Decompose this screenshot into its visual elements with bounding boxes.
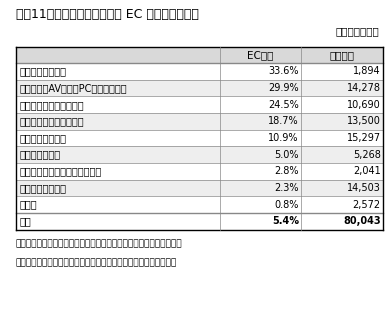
Text: 0.8%: 0.8% bbox=[274, 200, 299, 210]
Text: 書籍・映像・音楽ソフト: 書籍・映像・音楽ソフト bbox=[20, 100, 84, 110]
Text: 市場規模: 市場規模 bbox=[330, 50, 355, 60]
Text: 2.8%: 2.8% bbox=[274, 166, 299, 176]
Text: 自動車・自動二輪車・パーツ等: 自動車・自動二輪車・パーツ等 bbox=[20, 166, 102, 176]
Text: 15,297: 15,297 bbox=[347, 133, 381, 143]
Text: 29.9%: 29.9% bbox=[268, 83, 299, 93]
Text: 図表11　日本の物販系分野の EC 化率と市場規模: 図表11 日本の物販系分野の EC 化率と市場規模 bbox=[16, 8, 199, 21]
Text: （単位：億円）: （単位：億円） bbox=[335, 26, 379, 36]
Text: 2,572: 2,572 bbox=[353, 200, 381, 210]
Text: 雑貨・家具・インテリア: 雑貨・家具・インテリア bbox=[20, 117, 84, 126]
Text: 1,894: 1,894 bbox=[353, 66, 381, 76]
Text: 14,503: 14,503 bbox=[347, 183, 381, 193]
Text: 2.3%: 2.3% bbox=[274, 183, 299, 193]
Text: 出所：経済産業省「我が国におけるデータ駆動型社会に係る基盤整備: 出所：経済産業省「我が国におけるデータ駆動型社会に係る基盤整備 bbox=[16, 239, 182, 248]
Text: EC化率: EC化率 bbox=[247, 50, 274, 60]
Text: 生活家電・AV機器・PC・周辺機器等: 生活家電・AV機器・PC・周辺機器等 bbox=[20, 83, 127, 93]
Text: 合計: 合計 bbox=[20, 216, 31, 226]
Text: その他: その他 bbox=[20, 200, 37, 210]
Text: 18.7%: 18.7% bbox=[268, 117, 299, 126]
Text: （電子商取引に関する市場調査）」を基にニッセイ基礎研究所作成: （電子商取引に関する市場調査）」を基にニッセイ基礎研究所作成 bbox=[16, 258, 177, 267]
Text: 10,690: 10,690 bbox=[347, 100, 381, 110]
Text: 5,268: 5,268 bbox=[353, 150, 381, 160]
Text: 5.4%: 5.4% bbox=[272, 216, 299, 226]
Text: 13,500: 13,500 bbox=[347, 117, 381, 126]
Text: 事務用品・文房具: 事務用品・文房具 bbox=[20, 66, 66, 76]
Text: 衣類・服装雑貨等: 衣類・服装雑貨等 bbox=[20, 133, 66, 143]
Text: 10.9%: 10.9% bbox=[268, 133, 299, 143]
Text: 化粧品・医薬品: 化粧品・医薬品 bbox=[20, 150, 61, 160]
Text: 33.6%: 33.6% bbox=[268, 66, 299, 76]
Text: 5.0%: 5.0% bbox=[274, 150, 299, 160]
Text: 食品・飲料・酒類: 食品・飲料・酒類 bbox=[20, 183, 66, 193]
Text: 80,043: 80,043 bbox=[343, 216, 381, 226]
Text: 24.5%: 24.5% bbox=[268, 100, 299, 110]
Text: 2,041: 2,041 bbox=[353, 166, 381, 176]
Text: 14,278: 14,278 bbox=[347, 83, 381, 93]
